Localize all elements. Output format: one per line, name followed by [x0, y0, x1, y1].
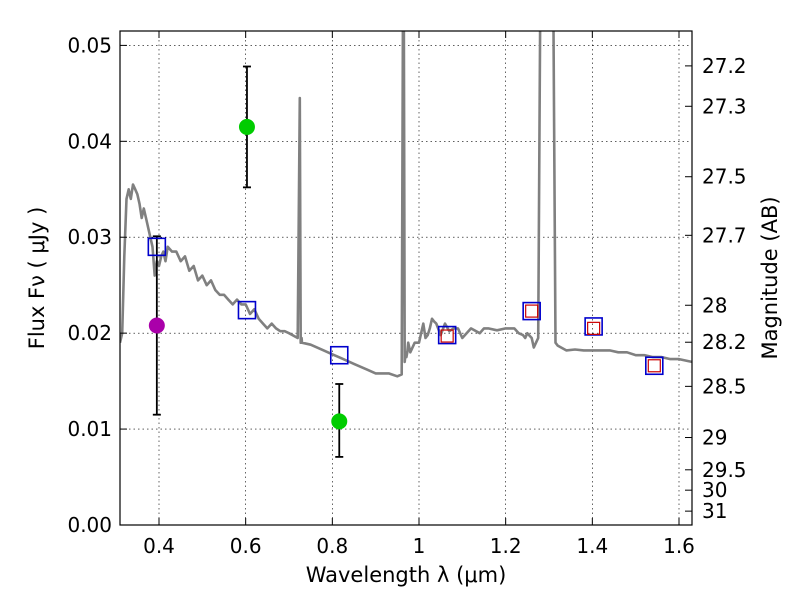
- y2-tick-label: 27.5: [702, 165, 747, 189]
- model-photometry-square: [147, 237, 167, 257]
- observed-photometry-square: [525, 304, 539, 318]
- y2-axis-label: Magnitude (AB): [758, 196, 782, 359]
- x-tick-label: 1: [413, 534, 426, 558]
- y-tick-label: 0.03: [67, 225, 112, 249]
- y2-tick-label: 30: [702, 478, 727, 502]
- model-photometry-square: [644, 356, 664, 376]
- photometry-point: [238, 118, 255, 135]
- model-photometry-square: [522, 301, 541, 321]
- y2-tick-label: 27.3: [702, 94, 747, 118]
- y-tick-label: 0.00: [67, 513, 112, 537]
- photometry-point: [331, 413, 348, 430]
- y-tick-label: 0.02: [67, 321, 112, 345]
- observed-photometry-square: [647, 359, 661, 373]
- model-photometry-square: [329, 345, 349, 365]
- y-axis-label: Flux Fν ( μJy ): [25, 207, 49, 350]
- x-tick-label: 0.4: [143, 534, 175, 558]
- x-axis-label: Wavelength λ (μm): [306, 563, 507, 587]
- observed-photometry-square: [587, 321, 601, 335]
- plot-frame: [119, 30, 693, 526]
- data-markers: [147, 118, 664, 430]
- x-tick-label: 1.4: [576, 534, 608, 558]
- x-tick-label: 0.8: [316, 534, 348, 558]
- observed-photometry-square: [440, 329, 454, 343]
- model-photometry-square: [437, 325, 457, 345]
- model-photometry-square: [237, 300, 257, 320]
- plot-area: [120, 31, 692, 378]
- y-axis-ticks: 0.00 0.01 0.02 0.03 0.04 0.05: [67, 33, 127, 537]
- y2-tick-label: 31: [702, 499, 727, 523]
- y2-tick-label: 28: [702, 293, 727, 317]
- photometry-point: [148, 317, 165, 334]
- y2-tick-label: 27.2: [702, 54, 747, 78]
- x-axis-ticks: 0.4 0.6 0.8 1 1.2 1.4 1.6: [143, 31, 695, 558]
- x-tick-label: 0.6: [230, 534, 262, 558]
- y2-tick-label: 28.5: [702, 374, 747, 398]
- spectrum-line: [120, 31, 692, 378]
- y-tick-label: 0.01: [67, 417, 112, 441]
- y2-tick-label: 29.5: [702, 458, 747, 482]
- y-tick-label: 0.05: [67, 33, 112, 57]
- x-tick-label: 1.2: [490, 534, 522, 558]
- grid-lines: [120, 31, 692, 526]
- y2-tick-label: 27.7: [702, 223, 747, 247]
- y-tick-label: 0.04: [67, 129, 112, 153]
- y2-tick-label: 28.2: [702, 330, 747, 354]
- y2-tick-label: 29: [702, 426, 727, 450]
- x-tick-label: 1.6: [663, 534, 695, 558]
